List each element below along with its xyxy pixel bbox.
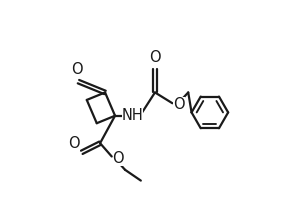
Text: O: O: [68, 136, 80, 151]
Text: O: O: [112, 151, 124, 166]
Text: O: O: [71, 62, 83, 78]
Text: O: O: [149, 50, 161, 65]
Text: NH: NH: [122, 108, 143, 123]
Text: O: O: [173, 97, 185, 112]
